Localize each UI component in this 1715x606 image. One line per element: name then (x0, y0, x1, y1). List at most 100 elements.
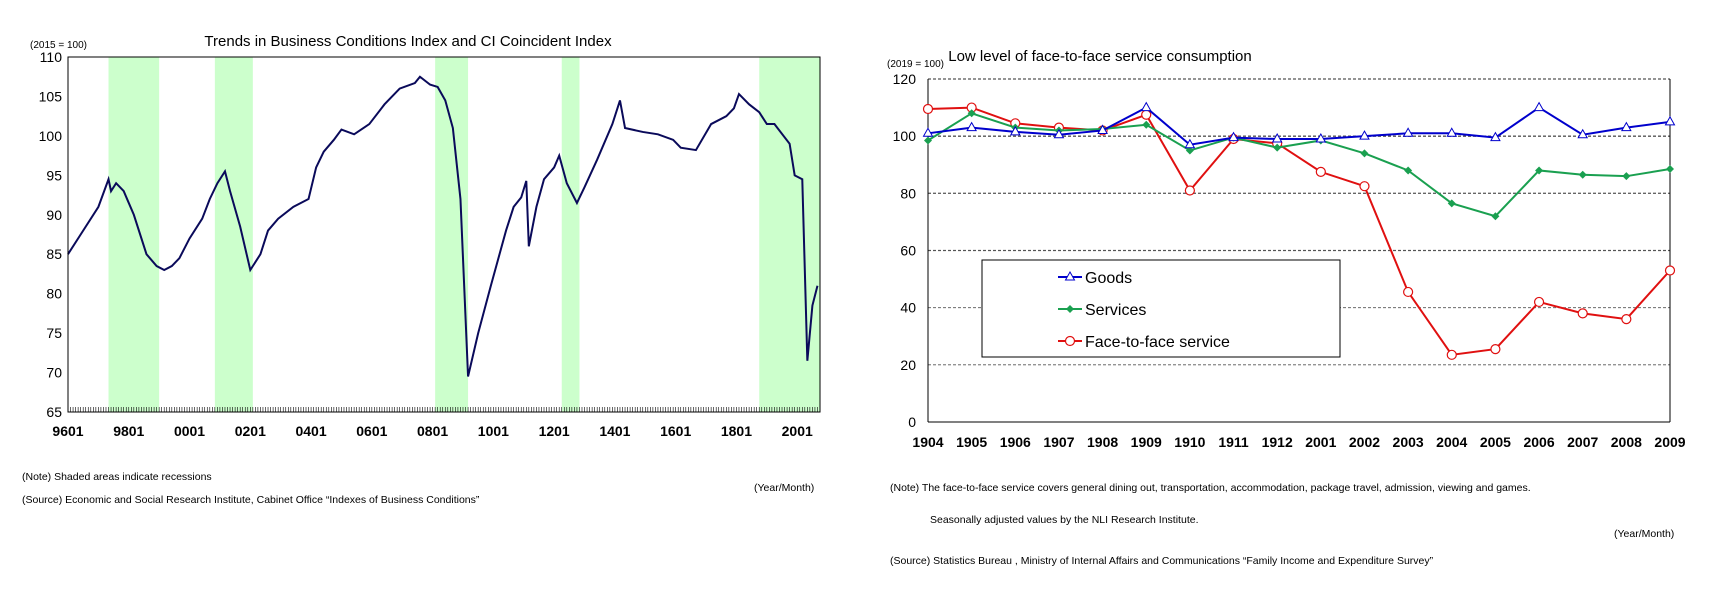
y-tick-label: 60 (900, 243, 916, 259)
right-chart-title: Low level of face-to-face service consum… (948, 48, 1251, 65)
triangle-marker (1664, 115, 1676, 126)
diamond-marker (1578, 170, 1587, 179)
x-tick-label: 1904 (912, 434, 943, 450)
diamond-marker (1185, 146, 1194, 155)
triangle-marker (1009, 125, 1021, 136)
y-tick-label: 110 (40, 49, 63, 65)
circle-marker (1577, 308, 1588, 319)
y-tick-label: 80 (900, 185, 916, 201)
x-tick-label: 2008 (1611, 434, 1642, 450)
plot-border (67, 56, 821, 413)
diamond-marker (924, 136, 932, 145)
y-tick-label: 80 (46, 286, 62, 302)
y-tick-label: 75 (46, 325, 62, 341)
circle-marker (1533, 296, 1545, 308)
x-tick-label: 9801 (113, 423, 144, 439)
triangle-marker (1533, 101, 1545, 112)
y-tick-label: 70 (46, 365, 62, 381)
x-tick-label: 1905 (956, 434, 987, 450)
x-tick-label: 9601 (52, 423, 83, 439)
x-tick-label: 1001 (478, 423, 509, 439)
triangle-marker (922, 127, 934, 137)
triangle-marker (1359, 130, 1370, 140)
triangle-marker (966, 121, 978, 132)
triangle-marker (1140, 101, 1152, 112)
y-tick-label: 120 (893, 71, 917, 87)
x-tick-label: 2002 (1349, 434, 1380, 450)
triangle-marker (1490, 131, 1501, 142)
triangle-marker (1228, 131, 1239, 142)
triangle-marker (1064, 270, 1076, 281)
circle-marker (922, 103, 934, 115)
diamond-marker (1535, 166, 1544, 175)
triangle-marker (1402, 127, 1414, 137)
diamond-marker (1404, 166, 1413, 175)
recession-band (108, 57, 160, 412)
x-tick-label: 2009 (1654, 434, 1685, 450)
x-tick-label: 1910 (1174, 434, 1205, 450)
circle-marker (1359, 181, 1370, 192)
circle-marker (1141, 109, 1152, 120)
x-tick-label: 0801 (417, 423, 448, 439)
triangle-marker (1271, 133, 1283, 143)
ci-coincident-line (67, 75, 819, 377)
recession-band (759, 57, 820, 412)
circle-marker (1621, 314, 1632, 325)
x-tick-label: 2006 (1523, 434, 1554, 450)
recession-band (561, 57, 580, 412)
y-tick-label: 90 (46, 207, 62, 223)
left-chart-title: Trends in Business Conditions Index and … (204, 33, 612, 50)
circle-marker (1403, 286, 1414, 298)
recession-band (214, 57, 253, 412)
x-tick-label: 0201 (235, 423, 266, 439)
diamond-marker (1666, 165, 1674, 174)
triangle-marker (1053, 128, 1065, 139)
circle-marker (1446, 349, 1457, 360)
diamond-marker (1360, 149, 1369, 158)
x-tick-label: 2001 (1305, 434, 1336, 450)
x-tick-label: 1908 (1087, 434, 1118, 450)
x-tick-label: 1909 (1131, 434, 1162, 450)
circle-marker (1184, 185, 1195, 196)
circle-marker (1664, 265, 1676, 276)
diamond-marker (1447, 199, 1456, 208)
triangle-marker (1097, 124, 1108, 134)
legend-label: Face-to-face service (1085, 334, 1230, 351)
x-tick-label: 1912 (1262, 434, 1293, 450)
right-chart: 0 20 40 60 80 100 120 1904 1905 1906 1907 1908 1909 1… (893, 71, 1686, 450)
x-tick-label: 2001 (782, 423, 813, 439)
y-tick-label: 105 (39, 88, 63, 104)
x-tick-label: 0401 (295, 423, 326, 439)
triangle-marker (1446, 127, 1458, 137)
right-unit-label: (2019 = 100) (887, 59, 944, 70)
left-unit-label: (2015 = 100) (30, 40, 87, 51)
legend: Goods Services Face-to-face service (981, 259, 1341, 358)
diamond-marker (1622, 172, 1631, 181)
recession-band (435, 57, 469, 412)
diamond-marker (1066, 305, 1074, 313)
y-tick-label: 65 (46, 404, 62, 420)
series-line-goods (927, 106, 1671, 146)
series-line-services (927, 112, 1671, 218)
triangle-marker (1620, 121, 1632, 132)
x-tick-label: 2007 (1567, 434, 1598, 450)
x-tick-label: 2004 (1436, 434, 1467, 450)
diamond-marker (1142, 120, 1151, 129)
legend-label: Goods (1085, 270, 1132, 287)
circle-marker (1315, 166, 1326, 177)
x-tick-label: 1401 (599, 423, 630, 439)
x-tick-label: 0001 (174, 423, 205, 439)
x-tick-label: 0601 (356, 423, 387, 439)
series-line-face-to-face-service (927, 106, 1671, 356)
left-xlabel: (Year/Month) (754, 482, 815, 494)
y-tick-label: 20 (900, 357, 916, 373)
diamond-marker (1273, 143, 1282, 152)
circle-marker (1490, 344, 1501, 355)
x-tick-label: 1906 (1000, 434, 1031, 450)
y-tick-label: 0 (908, 414, 916, 430)
y-tick-label: 85 (46, 246, 62, 262)
y-tick-label: 100 (39, 128, 63, 144)
x-tick-label: 2005 (1480, 434, 1511, 450)
x-tick-label: 1601 (660, 423, 691, 439)
triangle-marker (1577, 128, 1589, 139)
